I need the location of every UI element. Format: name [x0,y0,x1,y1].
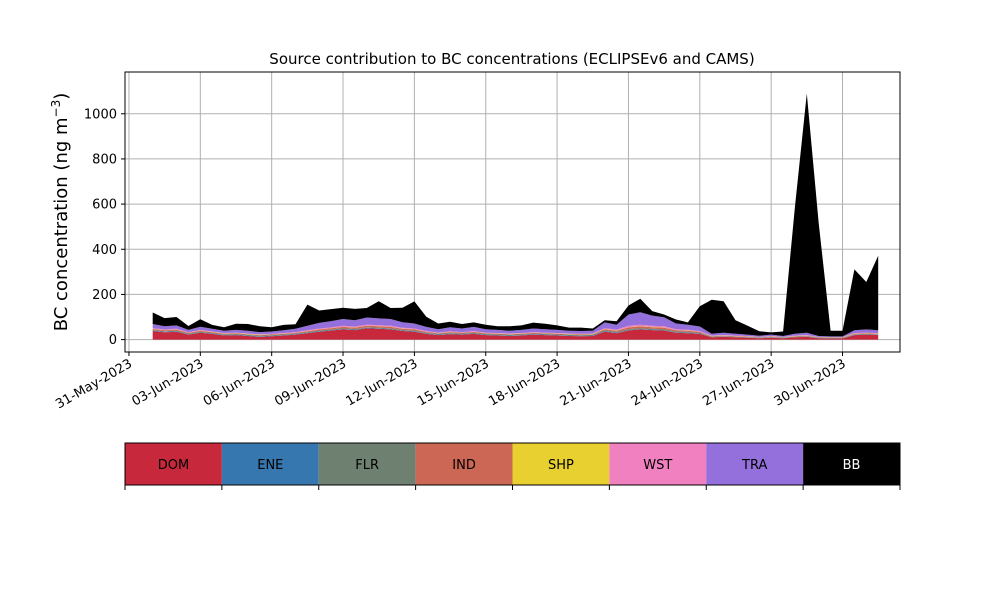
legend-swatch-shp [512,443,610,485]
y-tick-label: 1000 [84,107,117,122]
x-tick-label: 03-Jun-2023 [129,356,206,409]
legend-label-bb: BB [843,458,861,473]
legend-swatch-ind [415,443,513,485]
legend-swatch-dom [125,443,222,485]
legend-label-flr: FLR [355,458,379,473]
x-tick-label: 18-Jun-2023 [486,356,563,409]
legend-label-dom: DOM [158,458,189,473]
x-tick-label: 06-Jun-2023 [201,356,278,409]
x-tick-label: 21-Jun-2023 [558,356,635,409]
area-bb [152,93,879,337]
x-tick-label: 15-Jun-2023 [415,356,492,409]
x-tick-label: 09-Jun-2023 [272,356,349,409]
y-axis: 0 200 400 600 800 1000 [84,107,125,348]
legend-swatch-bb [803,443,900,485]
area-ind [152,325,879,338]
plot-frame [124,71,901,353]
x-tick-label: 12-Jun-2023 [344,356,421,409]
x-axis: 31-May-202303-Jun-202306-Jun-202309-Jun-… [53,352,849,412]
legend-label-ene: ENE [257,458,283,473]
x-tick-label: 31-May-2023 [53,356,135,412]
y-tick-label: 800 [92,152,117,167]
chart-title: Source contribution to BC concentrations… [269,50,754,68]
area-dom [152,328,879,340]
x-tick-label: 30-Jun-2023 [772,356,849,409]
area-tra [152,312,879,338]
stacked-areas [152,93,879,340]
legend-label-wst: WST [643,458,672,473]
x-tick-label: 27-Jun-2023 [700,356,777,409]
legend-label-ind: IND [452,458,476,473]
legend-label-shp: SHP [548,458,574,473]
legend-label-tra: TRA [741,458,767,473]
grid-lines [125,72,900,352]
x-tick-label: 24-Jun-2023 [629,356,706,409]
y-tick-label: 600 [92,198,117,213]
y-tick-label: 400 [92,243,117,258]
legend-swatch-flr [318,443,416,485]
y-axis-label: BC concentration (ng m−3) [49,93,72,332]
legend-swatch-tra [706,443,804,485]
legend-swatch-wst [609,443,707,485]
y-tick-label: 0 [109,333,117,348]
source-legend: DOM ENE FLR IND SHP WST TRA BB [124,442,901,490]
legend-swatch-ene [221,443,319,485]
y-tick-label: 200 [92,288,117,303]
